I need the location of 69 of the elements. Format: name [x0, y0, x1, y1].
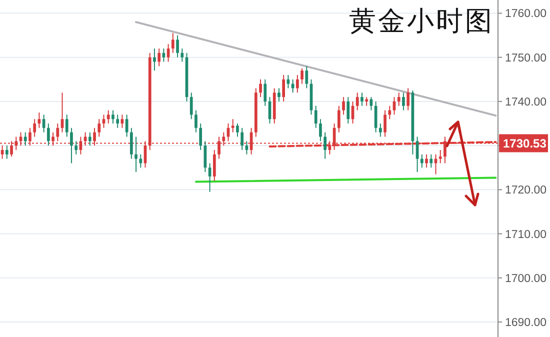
candlestick [300, 68, 304, 84]
candlestick [162, 48, 166, 62]
candlestick [74, 140, 78, 155]
y-tick-label: 1710.00 [505, 228, 547, 241]
candlestick [324, 132, 327, 160]
candlestick [337, 105, 340, 133]
candlestick [296, 74, 299, 94]
candlestick [24, 132, 27, 146]
chart-title: 黄金小时图 [349, 6, 494, 37]
y-tick-label: 1690.00 [505, 317, 547, 330]
y-tick-label: 1760.00 [505, 8, 547, 20]
candlestick [70, 127, 73, 164]
candlestick [65, 114, 68, 138]
candlestick [88, 132, 92, 146]
candlestick [278, 88, 280, 102]
candlestick [5, 145, 8, 160]
y-tick-label: 1700.00 [505, 272, 547, 285]
candlestick [370, 96, 373, 111]
candlestick [346, 96, 350, 124]
candlestick [139, 154, 142, 168]
candlestick [305, 66, 308, 89]
candlestick [116, 114, 120, 128]
candlestick [212, 149, 216, 182]
candlestick [314, 105, 318, 128]
candlestick [180, 48, 184, 62]
candlestick [360, 92, 364, 106]
candlestick [176, 34, 179, 58]
candlestick [134, 136, 138, 173]
candlestick [406, 88, 410, 111]
candlestick [112, 110, 114, 124]
candlestick [259, 78, 262, 98]
candlestick [342, 96, 345, 116]
candlestick [130, 127, 133, 160]
candlestick [402, 92, 405, 111]
candlestick [102, 114, 106, 128]
candlestick [46, 123, 50, 146]
candlestick [231, 118, 234, 133]
candlestick [190, 92, 193, 120]
candlestick [38, 112, 41, 128]
y-tick-label: 1720.00 [505, 184, 547, 197]
candlestick [33, 118, 36, 138]
candlestick [388, 105, 392, 120]
candlestick [171, 32, 174, 54]
candlestick [0, 145, 4, 160]
ref-line-label: 1730.53 [503, 136, 547, 151]
candlestick [153, 48, 156, 72]
candlestick [158, 48, 161, 67]
candlestick [120, 114, 124, 128]
candlestick [438, 149, 442, 164]
candlestick [106, 110, 110, 124]
candlestick [397, 92, 400, 106]
y-tick-label: 1740.00 [505, 96, 547, 108]
candlestick [420, 154, 424, 168]
candlestick [425, 154, 428, 168]
candlestick [98, 118, 101, 138]
candlestick [430, 154, 433, 168]
candlestick [378, 123, 382, 138]
candlestick [384, 110, 386, 138]
candlestick [236, 123, 239, 138]
y-tick-label: 1750.00 [505, 52, 547, 64]
candlestick [282, 74, 286, 102]
candlestick [286, 74, 290, 89]
candlestick [240, 127, 244, 150]
candlestick [194, 110, 198, 133]
candlestick [356, 92, 359, 111]
candlestick [245, 140, 248, 155]
candlestick [199, 123, 202, 150]
candlestick [319, 118, 322, 142]
candlestick [264, 78, 267, 106]
